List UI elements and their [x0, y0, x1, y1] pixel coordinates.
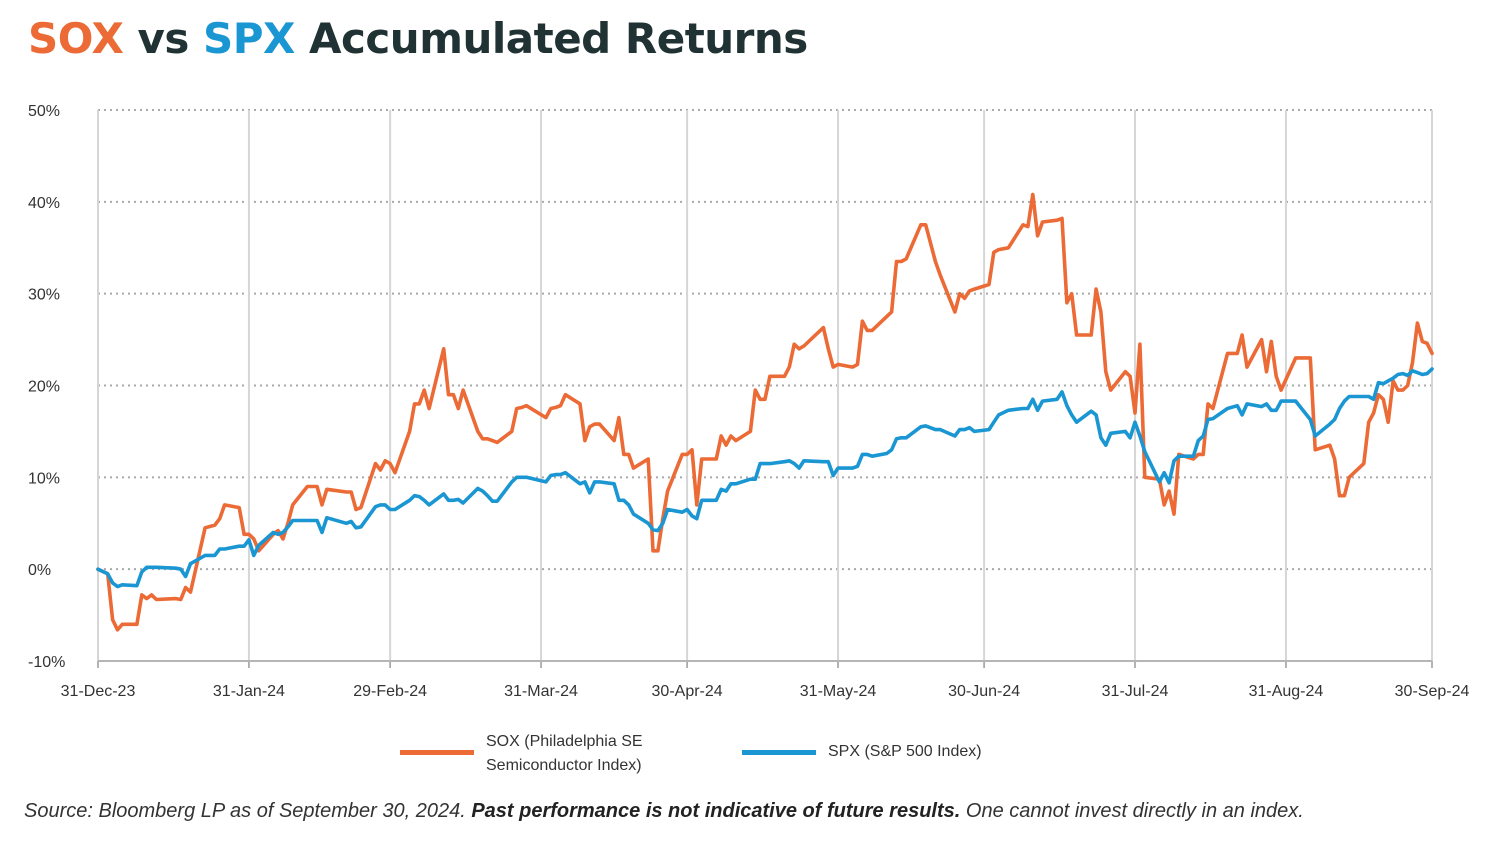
y-tick-label: 30% — [28, 287, 60, 304]
series-line-sox — [96, 192, 1434, 632]
legend-label-sox: SOX (Philadelphia SE Semiconductor Index… — [486, 733, 643, 774]
y-tick-label: 0% — [28, 562, 51, 579]
title-spx: SPX — [202, 14, 295, 63]
source-note: Source: Bloomberg LP as of September 30,… — [24, 800, 1304, 823]
x-tick-label: 31-Mar-24 — [504, 683, 578, 700]
x-tick-label: 31-Jan-24 — [213, 683, 285, 700]
title-sox: SOX — [28, 14, 124, 63]
x-tick-label: 31-May-24 — [800, 683, 877, 700]
legend-item-spx: SPX (S&P 500 Index) — [742, 730, 1058, 764]
y-tick-label: 20% — [28, 379, 60, 396]
source-prefix: Source: Bloomberg LP as of September 30,… — [24, 800, 472, 822]
x-axis: 31-Dec-23 31-Jan-24 29-Feb-24 31-Mar-24 30-A… — [61, 660, 1470, 700]
y-tick-label: 10% — [28, 470, 60, 487]
title-rest: Accumulated Returns — [294, 14, 808, 63]
legend-item-sox: SOX (Philadelphia SE Semiconductor Index… — [400, 730, 696, 778]
y-tick-label: 50% — [28, 103, 60, 120]
chart-title: SOX vs SPX Accumulated Returns — [28, 14, 808, 63]
chart-grid — [97, 109, 1433, 661]
y-tick-label: -10% — [28, 654, 65, 671]
series-line-spx — [96, 367, 1434, 589]
chart-series — [96, 192, 1434, 632]
x-tick-label: 31-Dec-23 — [61, 683, 136, 700]
legend-label-spx: SPX (S&P 500 Index) — [828, 743, 982, 760]
legend-swatch-sox — [400, 750, 474, 755]
legend-swatch-spx — [742, 750, 816, 755]
x-tick-label: 31-Jul-24 — [1102, 683, 1169, 700]
source-disclaimer: Past performance is not indicative of fu… — [471, 800, 961, 822]
x-tick-label: 30-Jun-24 — [948, 683, 1020, 700]
x-tick-label: 30-Sep-24 — [1395, 683, 1470, 700]
y-axis: -10% 0% 10% 20% 30% 40% 50% — [28, 103, 65, 671]
x-tick-label: 30-Apr-24 — [652, 683, 723, 700]
title-vs: vs — [123, 14, 203, 63]
y-tick-label: 40% — [28, 195, 60, 212]
source-suffix: One cannot invest directly in an index. — [960, 800, 1304, 822]
x-tick-label: 29-Feb-24 — [353, 683, 427, 700]
x-tick-label: 31-Aug-24 — [1249, 683, 1324, 700]
